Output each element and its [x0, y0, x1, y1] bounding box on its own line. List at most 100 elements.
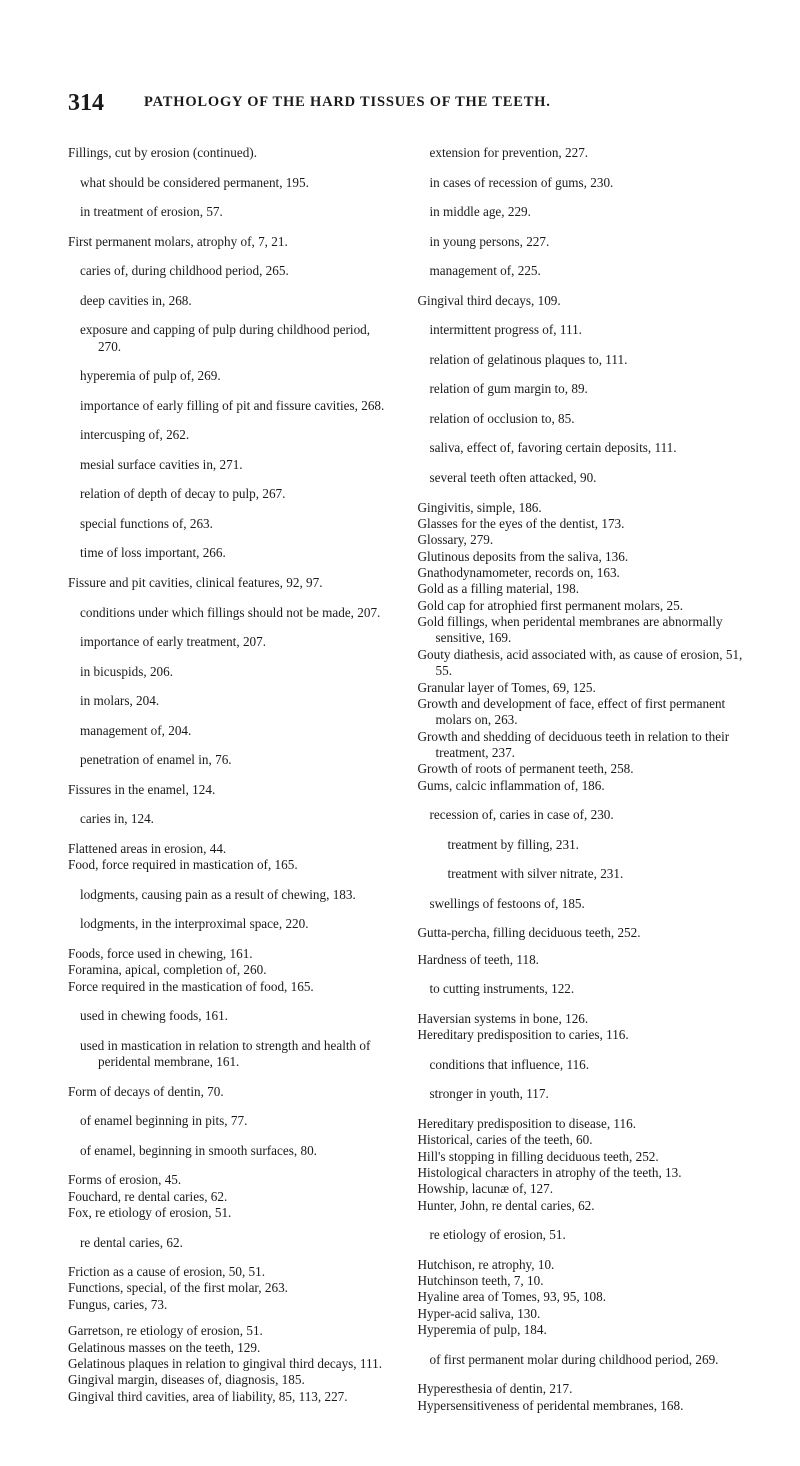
- index-entry: Gelatinous masses on the teeth, 129.: [68, 1340, 396, 1356]
- index-entry: Fox, re etiology of erosion, 51.: [68, 1205, 396, 1221]
- running-title: PATHOLOGY OF THE HARD TISSUES OF THE TEE…: [144, 94, 551, 111]
- index-entry: Gingival third cavities, area of liabili…: [68, 1389, 396, 1405]
- index-entry: Gingival margin, diseases of, diagnosis,…: [68, 1372, 396, 1388]
- index-entry: in cases of recession of gums, 230.: [418, 175, 746, 191]
- index-entry: Growth and shedding of deciduous teeth i…: [418, 729, 746, 762]
- index-entry: Hyperesthesia of dentin, 217.: [418, 1381, 746, 1397]
- index-entry: Howship, lacunæ of, 127.: [418, 1181, 746, 1197]
- index-entry: Gelatinous plaques in relation to gingiv…: [68, 1356, 396, 1372]
- index-entry: Gutta-percha, filling deciduous teeth, 2…: [418, 925, 746, 941]
- index-entry: Food, force required in mastication of, …: [68, 857, 396, 873]
- index-entry: Fouchard, re dental caries, 62.: [68, 1189, 396, 1205]
- index-entry: caries of, during childhood period, 265.: [68, 263, 396, 279]
- index-entry: used in chewing foods, 161.: [68, 1008, 396, 1024]
- index-entry: Historical, caries of the teeth, 60.: [418, 1132, 746, 1148]
- index-entry: relation of occlusion to, 85.: [418, 411, 746, 427]
- index-entry: management of, 225.: [418, 263, 746, 279]
- index-entry: Hyaline area of Tomes, 93, 95, 108.: [418, 1289, 746, 1305]
- index-entry: deep cavities in, 268.: [68, 293, 396, 309]
- index-entry: Growth of roots of permanent teeth, 258.: [418, 761, 746, 777]
- index-entry: Glossary, 279.: [418, 532, 746, 548]
- index-entry: Hardness of teeth, 118.: [418, 952, 746, 968]
- index-entry: importance of early treatment, 207.: [68, 634, 396, 650]
- index-entry: Hypersensitiveness of peridental membran…: [418, 1398, 746, 1414]
- index-entry: of enamel beginning in pits, 77.: [68, 1113, 396, 1129]
- index-entry: lodgments, in the interproximal space, 2…: [68, 916, 396, 932]
- index-entry: saliva, effect of, favoring certain depo…: [418, 440, 746, 456]
- index-entry: Gnathodynamometer, records on, 163.: [418, 565, 746, 581]
- index-entry: in young persons, 227.: [418, 234, 746, 250]
- index-entry: mesial surface cavities in, 271.: [68, 457, 396, 473]
- index-entry: to cutting instruments, 122.: [418, 981, 746, 997]
- index-entry: several teeth often attacked, 90.: [418, 470, 746, 486]
- index-entry: stronger in youth, 117.: [418, 1086, 746, 1102]
- index-entry: hyperemia of pulp of, 269.: [68, 368, 396, 384]
- index-entry: what should be considered permanent, 195…: [68, 175, 396, 191]
- index-entry: re dental caries, 62.: [68, 1235, 396, 1251]
- index-entry: in middle age, 229.: [418, 204, 746, 220]
- index-entry: relation of gelatinous plaques to, 111.: [418, 352, 746, 368]
- index-entry: treatment by filling, 231.: [418, 837, 746, 853]
- index-entry: Gold as a filling material, 198.: [418, 581, 746, 597]
- index-entry: relation of depth of decay to pulp, 267.: [68, 486, 396, 502]
- index-entry: Hyperemia of pulp, 184.: [418, 1322, 746, 1338]
- index-entry: intermittent progress of, 111.: [418, 322, 746, 338]
- index-entry: Hunter, John, re dental caries, 62.: [418, 1198, 746, 1214]
- index-entry: Form of decays of dentin, 70.: [68, 1084, 396, 1100]
- index-entry: Gingivitis, simple, 186.: [418, 500, 746, 516]
- index-entry: used in mastication in relation to stren…: [68, 1038, 396, 1071]
- index-entry: in bicuspids, 206.: [68, 664, 396, 680]
- page-container: 314 PATHOLOGY OF THE HARD TISSUES OF THE…: [0, 0, 800, 1466]
- index-entry: re etiology of erosion, 51.: [418, 1227, 746, 1243]
- index-entry: conditions that influence, 116.: [418, 1057, 746, 1073]
- index-entry: conditions under which fillings should n…: [68, 605, 396, 621]
- index-entry: Glutinous deposits from the saliva, 136.: [418, 549, 746, 565]
- index-entry: Gouty diathesis, acid associated with, a…: [418, 647, 746, 680]
- index-entry: Fissure and pit cavities, clinical featu…: [68, 575, 396, 591]
- index-entry: importance of early filling of pit and f…: [68, 398, 396, 414]
- index-entry: lodgments, causing pain as a result of c…: [68, 887, 396, 903]
- index-entry: recession of, caries in case of, 230.: [418, 807, 746, 823]
- index-entry: Foods, force used in chewing, 161.: [68, 946, 396, 962]
- index-entry: Hutchinson teeth, 7, 10.: [418, 1273, 746, 1289]
- index-entry: Functions, special, of the first molar, …: [68, 1280, 396, 1296]
- index-entry: in treatment of erosion, 57.: [68, 204, 396, 220]
- index-entry: swellings of festoons of, 185.: [418, 896, 746, 912]
- index-entry: extension for prevention, 227.: [418, 145, 746, 161]
- index-entry: penetration of enamel in, 76.: [68, 752, 396, 768]
- index-entry: Fissures in the enamel, 124.: [68, 782, 396, 798]
- index-entry: intercusping of, 262.: [68, 427, 396, 443]
- index-entry: treatment with silver nitrate, 231.: [418, 866, 746, 882]
- index-entry: Garretson, re etiology of erosion, 51.: [68, 1323, 396, 1339]
- index-entry: Hereditary predisposition to caries, 116…: [418, 1027, 746, 1043]
- index-columns: Fillings, cut by erosion (continued).wha…: [68, 145, 745, 1416]
- index-entry: special functions of, 263.: [68, 516, 396, 532]
- index-entry: exposure and capping of pulp during chil…: [68, 322, 396, 355]
- index-entry: Gold fillings, when peridental membranes…: [418, 614, 746, 647]
- index-entry: management of, 204.: [68, 723, 396, 739]
- index-entry: Flattened areas in erosion, 44.: [68, 841, 396, 857]
- index-entry: Histological characters in atrophy of th…: [418, 1165, 746, 1181]
- index-entry: Growth and development of face, effect o…: [418, 696, 746, 729]
- page-header: 314 PATHOLOGY OF THE HARD TISSUES OF THE…: [68, 90, 745, 117]
- index-entry: Gold cap for atrophied first permanent m…: [418, 598, 746, 614]
- index-entry: relation of gum margin to, 89.: [418, 381, 746, 397]
- index-entry: Granular layer of Tomes, 69, 125.: [418, 680, 746, 696]
- index-entry: caries in, 124.: [68, 811, 396, 827]
- index-entry: time of loss important, 266.: [68, 545, 396, 561]
- index-entry: Fungus, caries, 73.: [68, 1297, 396, 1313]
- index-entry: of first permanent molar during childhoo…: [418, 1352, 746, 1368]
- page-number: 314: [68, 90, 104, 117]
- index-entry: in molars, 204.: [68, 693, 396, 709]
- index-entry: Forms of erosion, 45.: [68, 1172, 396, 1188]
- index-entry: Friction as a cause of erosion, 50, 51.: [68, 1264, 396, 1280]
- index-entry: Glasses for the eyes of the dentist, 173…: [418, 516, 746, 532]
- index-entry: Gingival third decays, 109.: [418, 293, 746, 309]
- index-entry: Force required in the mastication of foo…: [68, 979, 396, 995]
- index-entry: Hill's stopping in filling deciduous tee…: [418, 1149, 746, 1165]
- index-entry: Hutchison, re atrophy, 10.: [418, 1257, 746, 1273]
- index-entry: Hereditary predisposition to disease, 11…: [418, 1116, 746, 1132]
- index-entry: Haversian systems in bone, 126.: [418, 1011, 746, 1027]
- index-entry: Foramina, apical, completion of, 260.: [68, 962, 396, 978]
- index-entry: Hyper-acid saliva, 130.: [418, 1306, 746, 1322]
